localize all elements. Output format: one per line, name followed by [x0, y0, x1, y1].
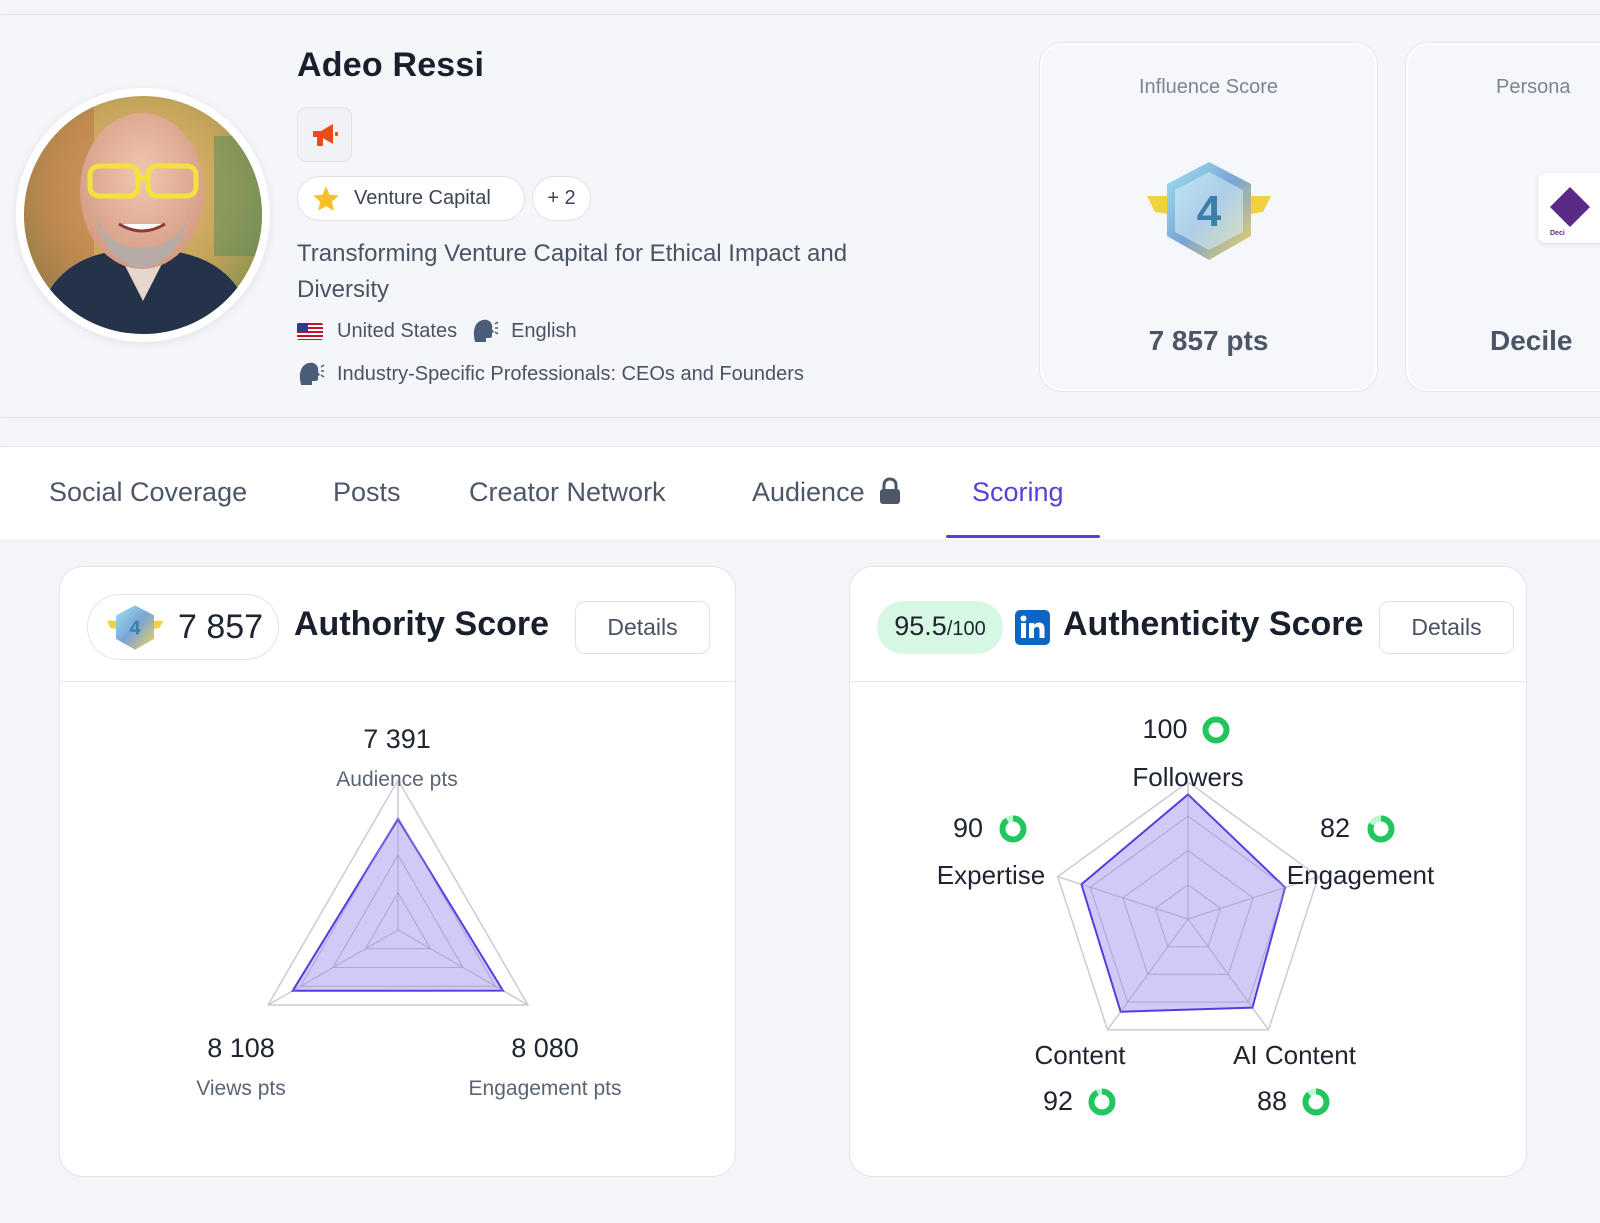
persona-card[interactable]: Persona Deci Decile	[1406, 43, 1600, 391]
persona-title: Persona	[1496, 76, 1571, 98]
radar-inner-spoke-2	[1187, 886, 1286, 920]
tab-creator-network[interactable]: Creator Network	[469, 477, 666, 507]
tab-posts[interactable]: Posts	[333, 477, 401, 507]
tab-bar	[0, 446, 1600, 539]
radar-grid-ring-4	[1056, 781, 1320, 1031]
radar-inner-grid-2	[1122, 849, 1254, 975]
authority-radar-chart	[266, 778, 530, 1006]
speaking-head-icon	[471, 318, 499, 344]
radar-label-ai-content: AI Content	[1233, 1040, 1356, 1070]
radar-inner-grid-2	[332, 853, 464, 968]
radar-inner-grid-1	[364, 891, 432, 950]
ai-content-progress-ring-icon	[1302, 1088, 1330, 1116]
influence-points: 7 857 pts	[1148, 325, 1269, 356]
persona-value: Decile	[1490, 325, 1573, 356]
lock-icon	[880, 477, 901, 504]
radar-value-engagement: 82	[1319, 813, 1351, 843]
radar-inner-grid-3	[1089, 815, 1287, 1003]
content-progress-ring-icon	[1088, 1088, 1116, 1116]
level-badge-number: 4	[1197, 187, 1222, 236]
radar-value-followers: 100	[1142, 714, 1188, 744]
profile-audience-type: Industry-Specific Professionals: CEOs an…	[297, 361, 804, 387]
authority-details-button[interactable]: Details	[575, 601, 710, 654]
radar-value-audience: 7 391	[363, 724, 431, 754]
radar-inner-spoke-5	[1081, 883, 1189, 920]
authenticity-details-button[interactable]: Details	[1379, 601, 1514, 654]
level-badge-number: 4	[129, 617, 140, 639]
language-text: English	[511, 319, 577, 342]
panel-divider	[60, 681, 735, 682]
engagement-progress-ring-icon	[1367, 815, 1395, 843]
radar-label-views: Views pts	[196, 1077, 286, 1100]
radar-inner-spoke-3	[292, 929, 399, 992]
level-badge-icon: 4	[1145, 158, 1273, 271]
radar-value-content: 92	[1042, 1086, 1074, 1116]
tab-audience[interactable]: Audience	[752, 477, 902, 508]
authority-score-title: Authority Score	[294, 605, 550, 643]
radar-value-expertise: 90	[952, 813, 984, 843]
radar-label-followers: Followers	[1132, 762, 1244, 792]
avatar	[16, 88, 270, 342]
authority-points: 7 857	[178, 608, 264, 646]
expertise-progress-ring-icon	[999, 815, 1027, 843]
authenticity-score-title: Authenticity Score	[1063, 605, 1364, 643]
radar-label-engagement: Engagement pts	[468, 1077, 622, 1100]
avatar-photo	[24, 96, 262, 334]
level-badge-icon: 4	[106, 603, 164, 658]
tab-audience-label: Audience	[752, 477, 865, 507]
more-categories-chip[interactable]: + 2	[532, 176, 591, 221]
radar-value-views: 8 108	[207, 1033, 275, 1063]
megaphone-icon	[312, 123, 338, 146]
decile-logo-text: Deci	[1550, 230, 1565, 237]
category-chip[interactable]: Venture Capital	[297, 176, 525, 221]
radar-label-content: Content	[1034, 1040, 1126, 1070]
radar-inner-grid-3	[299, 816, 497, 987]
authenticity-score-pill: 95.5 /100	[877, 601, 1003, 654]
category-label: Venture Capital	[354, 187, 491, 209]
radar-inner-spoke-4	[1120, 918, 1189, 1012]
audience-type-text: Industry-Specific Professionals: CEOs an…	[337, 362, 804, 385]
authenticity-radar-chart	[1056, 781, 1320, 1031]
radar-inner-spoke-2	[397, 929, 504, 992]
authenticity-score-value: 95.5	[894, 611, 947, 641]
active-tab-indicator	[946, 535, 1100, 538]
profile-location-language: United States English	[297, 318, 577, 344]
followers-progress-ring-icon	[1202, 716, 1230, 744]
radar-label-audience: Audience pts	[336, 768, 458, 791]
speaking-head-icon	[297, 361, 325, 387]
radar-label-expertise: Expertise	[936, 860, 1046, 890]
authenticity-score-panel: 95.5 /100 Authenticity Score Details 100…	[849, 566, 1527, 1177]
campaign-button[interactable]	[297, 107, 352, 162]
radar-label-engagement: Engagement	[1286, 860, 1435, 890]
influence-score-card[interactable]: Influence Score 4 7 857 pts	[1040, 43, 1377, 391]
tab-social-coverage[interactable]: Social Coverage	[49, 477, 248, 507]
radar-value-ai-content: 88	[1256, 1086, 1288, 1116]
profile-tagline: Transforming Venture Capital for Ethical…	[297, 240, 848, 303]
country-text: United States	[337, 319, 458, 342]
linkedin-icon	[1015, 610, 1050, 645]
panel-divider	[850, 681, 1526, 682]
profile-name: Adeo Ressi	[297, 46, 485, 84]
authority-points-pill: 4 7 857	[87, 594, 279, 660]
authenticity-score-max: /100	[946, 618, 986, 640]
radar-data-area	[1080, 793, 1287, 1013]
tab-scoring[interactable]: Scoring	[972, 477, 1064, 507]
radar-value-engagement: 8 080	[511, 1033, 579, 1063]
decile-logo-icon: Deci	[1538, 173, 1600, 243]
radar-grid-ring-4	[266, 778, 530, 1006]
authority-score-panel: 4 7 857 Authority Score Details 7 391 Au…	[59, 566, 736, 1177]
radar-inner-grid-1	[1154, 884, 1222, 948]
radar-inner-spoke-3	[1187, 918, 1253, 1008]
influence-score-title: Influence Score	[1139, 76, 1278, 98]
us-flag-icon	[297, 322, 323, 340]
star-icon	[313, 186, 339, 211]
